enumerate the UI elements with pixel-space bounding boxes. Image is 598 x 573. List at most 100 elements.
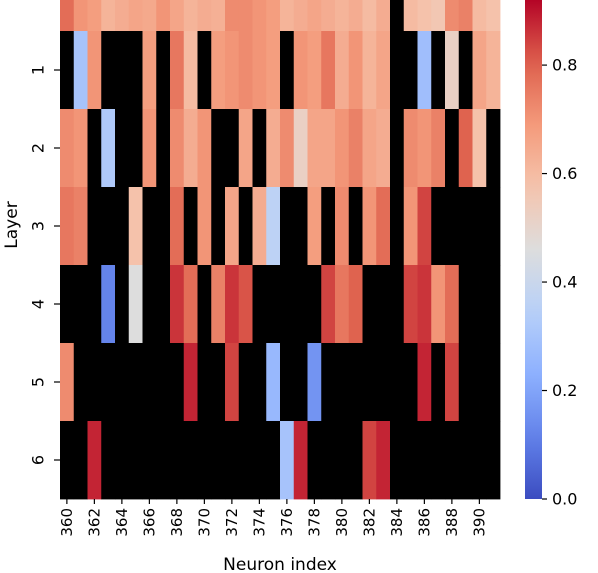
heatmap-cell	[431, 0, 446, 32]
heatmap-cell	[293, 421, 308, 500]
heatmap-cell	[101, 265, 116, 344]
heatmap-cell	[376, 265, 391, 344]
heatmap-cell	[321, 109, 336, 188]
heatmap-cell	[403, 31, 418, 110]
heatmap-cell	[307, 0, 322, 32]
heatmap-cell	[390, 109, 405, 188]
heatmap-cell	[431, 109, 446, 188]
heatmap-cell	[170, 421, 185, 500]
heatmap-cell	[183, 31, 198, 110]
heatmap-cell	[431, 265, 446, 344]
heatmap-cell	[142, 343, 157, 422]
heatmap-cell	[321, 265, 336, 344]
heatmap-cell	[156, 187, 171, 266]
heatmap-cell	[156, 0, 171, 32]
y-axis-ticks: 1 2 3 4 5 6	[29, 65, 60, 465]
heatmap-cell	[486, 109, 501, 188]
heatmap-cell	[238, 0, 253, 32]
heatmap-cell	[252, 421, 267, 500]
x-axis-label: Neuron index	[223, 555, 337, 573]
heatmap-cell	[321, 343, 336, 422]
heatmap-cell	[197, 265, 212, 344]
heatmap-cell	[335, 109, 350, 188]
heatmap-cell	[211, 0, 226, 32]
heatmap-cell	[390, 265, 405, 344]
heatmap-cell	[238, 421, 253, 500]
heatmap-cell	[170, 0, 185, 32]
heatmap-cell	[156, 109, 171, 188]
heatmap-cell	[60, 421, 75, 500]
heatmap-cell	[170, 265, 185, 344]
heatmap-cell	[417, 421, 432, 500]
heatmap-cell	[362, 187, 377, 266]
heatmap-cell	[101, 31, 116, 110]
heatmap-cell	[445, 109, 460, 188]
heatmap-cell	[60, 187, 75, 266]
heatmap-cell	[390, 187, 405, 266]
heatmap-cell	[101, 421, 116, 500]
y-axis-label: Layer	[2, 201, 22, 248]
heatmap-cell	[486, 421, 501, 500]
heatmap-cell	[156, 31, 171, 110]
colorbar-ticks: 0.0 0.2 0.4 0.6 0.8	[542, 56, 577, 509]
heatmap-cell	[266, 187, 281, 266]
heatmap-cell	[238, 109, 253, 188]
heatmap-cell	[238, 343, 253, 422]
heatmap-cell	[376, 0, 391, 32]
heatmap-cell	[445, 187, 460, 266]
heatmap-cell	[335, 0, 350, 32]
heatmap-cell	[280, 187, 295, 266]
heatmap-cell	[225, 0, 240, 32]
heatmap-cell	[335, 265, 350, 344]
heatmap-cell	[128, 109, 143, 188]
heatmap-cell	[115, 0, 130, 32]
x-axis-ticks: 360 362 364 366 368 370 372 374 376 378 380 382 384 3…	[58, 499, 489, 537]
heatmap-cell	[280, 421, 295, 500]
heatmap-cell	[170, 31, 185, 110]
heatmap-cell	[321, 0, 336, 32]
heatmap-cell	[390, 31, 405, 110]
x-tick-label: 386	[416, 508, 434, 537]
heatmap-cell	[211, 265, 226, 344]
heatmap-cell	[211, 421, 226, 500]
heatmap-cell	[252, 187, 267, 266]
heatmap-cell	[390, 343, 405, 422]
heatmap-cell	[348, 265, 363, 344]
colorbar-tick-label: 0.6	[552, 164, 577, 183]
x-tick-label: 388	[443, 508, 461, 537]
heatmap-cell	[472, 109, 487, 188]
x-tick-label: 368	[168, 508, 186, 537]
heatmap-cell	[403, 421, 418, 500]
heatmap-cell	[403, 187, 418, 266]
heatmap-cell	[362, 31, 377, 110]
heatmap-cell	[73, 0, 88, 32]
heatmap-cell	[417, 0, 432, 32]
heatmap-cell	[458, 421, 473, 500]
heatmap-cell	[211, 187, 226, 266]
heatmap-cell	[348, 343, 363, 422]
x-tick-label: 366	[141, 508, 159, 537]
y-tick-label: 6	[29, 455, 48, 465]
heatmap-cell	[417, 109, 432, 188]
heatmap-cell	[238, 265, 253, 344]
heatmap-cell	[445, 31, 460, 110]
heatmap-cell	[115, 109, 130, 188]
heatmap-cell	[225, 31, 240, 110]
heatmap-cell	[472, 421, 487, 500]
heatmap-cell	[376, 421, 391, 500]
heatmap-cell	[486, 0, 501, 32]
heatmap-cell	[486, 31, 501, 110]
heatmap-cell	[211, 343, 226, 422]
heatmap-cell	[252, 343, 267, 422]
heatmap-cell	[417, 187, 432, 266]
heatmap-cell	[307, 343, 322, 422]
heatmap-cell	[225, 343, 240, 422]
x-tick-label: 384	[388, 508, 406, 537]
x-tick-label: 378	[306, 508, 324, 537]
colorbar-tick-label: 0.2	[552, 381, 577, 400]
heatmap-cell	[362, 265, 377, 344]
heatmap-cell	[293, 343, 308, 422]
heatmap-cell	[335, 187, 350, 266]
heatmap-cell	[390, 421, 405, 500]
heatmap-cell	[293, 109, 308, 188]
